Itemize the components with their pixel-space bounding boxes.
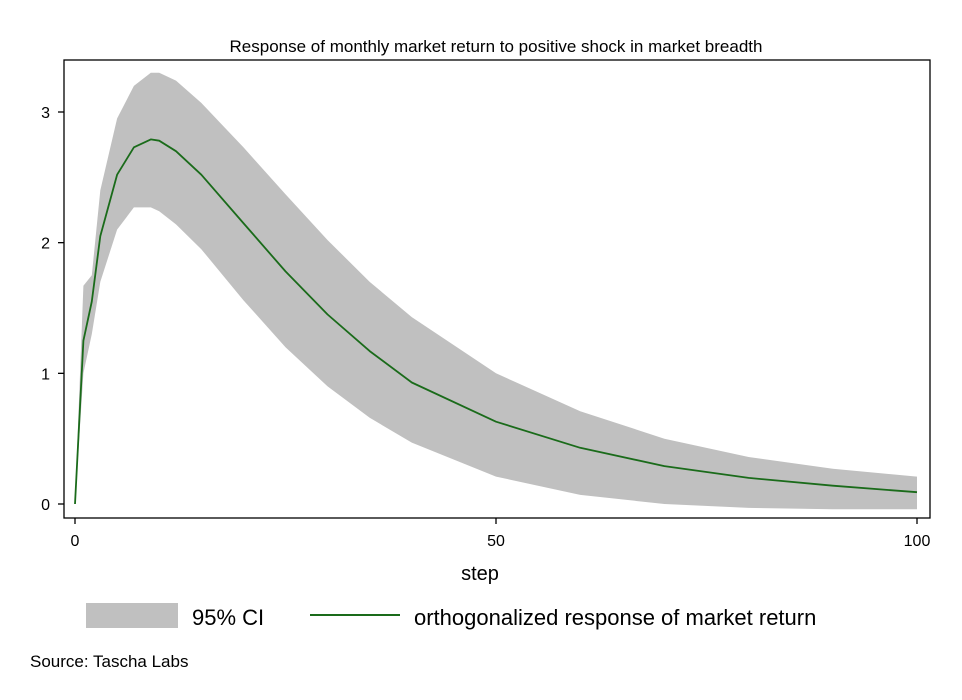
x-axis-label: step — [461, 563, 499, 585]
response-line — [74, 138, 918, 505]
legend-line-label: orthogonalized response of market return — [414, 605, 816, 630]
x-axis: 0 50 100 — [71, 518, 931, 550]
y-axis: 0 1 2 3 — [41, 105, 64, 514]
legend: 95% CI orthogonalized response of market… — [86, 603, 816, 630]
x-tick-label: 50 — [487, 533, 505, 550]
x-tick-label: 0 — [71, 533, 80, 550]
legend-ci-label: 95% CI — [192, 605, 264, 630]
plot-frame — [63, 59, 931, 519]
legend-ci-swatch — [86, 603, 178, 628]
y-tick-label: 2 — [41, 236, 50, 253]
chart-title: Response of monthly market return to pos… — [230, 37, 763, 56]
response-line-layer — [74, 138, 918, 505]
y-tick-label: 0 — [41, 497, 50, 514]
y-tick-label: 1 — [41, 366, 50, 383]
y-tick-label: 3 — [41, 105, 50, 122]
x-tick-label: 100 — [904, 533, 931, 550]
source-note: Source: Tascha Labs — [30, 652, 188, 671]
